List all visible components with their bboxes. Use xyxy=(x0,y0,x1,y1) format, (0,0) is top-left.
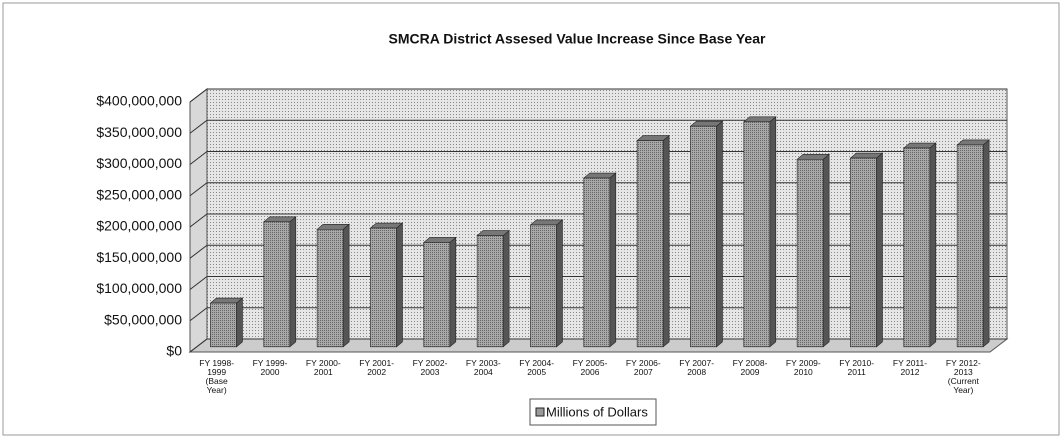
bar xyxy=(263,221,291,348)
bar xyxy=(636,140,664,348)
bar-top xyxy=(529,219,564,226)
grid-line xyxy=(189,276,1007,290)
x-tick-label: FY 2004-2005 xyxy=(519,358,554,377)
bar xyxy=(956,144,984,348)
bar xyxy=(850,157,877,348)
bar xyxy=(476,235,504,348)
bar-top xyxy=(956,139,990,146)
x-tick-label: FY 2000-2001 xyxy=(306,358,341,377)
bar-side xyxy=(609,172,617,348)
y-tick-label: $300,000,000 xyxy=(96,155,182,171)
bar-side xyxy=(396,222,403,348)
x-tick-label: FY 2003-2004 xyxy=(466,358,501,377)
bar-top xyxy=(636,135,670,141)
grid-line xyxy=(189,213,1007,228)
x-tick-label: FY 2001-2002 xyxy=(359,358,394,377)
x-tick-label: FY 2007-2008 xyxy=(679,358,714,377)
x-tick-label: FY 1999-2000 xyxy=(253,358,288,377)
bar-side xyxy=(716,120,723,348)
bar xyxy=(903,147,931,348)
legend-swatch xyxy=(535,407,545,417)
bar xyxy=(583,177,611,348)
bar-top xyxy=(582,172,617,179)
bar-side xyxy=(342,223,350,348)
grid-line xyxy=(189,307,1007,322)
grid-line xyxy=(189,88,1007,103)
bar-side xyxy=(822,153,830,348)
bar-top xyxy=(689,120,724,127)
legend-label: Millions of Dollars xyxy=(546,404,648,419)
bar-side xyxy=(502,229,510,348)
bar xyxy=(530,224,557,348)
bar xyxy=(423,242,451,348)
x-tick-label: FY 2009-2010 xyxy=(786,358,821,377)
legend: Millions of Dollars xyxy=(529,398,657,426)
bar-side xyxy=(982,139,990,348)
x-tick-label: FY 2012-2013 (Current Year) xyxy=(946,358,981,395)
grid-line xyxy=(189,119,1007,134)
x-tick-label: FY 2011-2012 xyxy=(893,358,927,377)
bar-side xyxy=(556,219,563,348)
bar-top xyxy=(209,297,244,304)
bar-side xyxy=(236,297,243,348)
bar-top xyxy=(902,142,937,149)
bar-top xyxy=(476,230,510,236)
bar xyxy=(796,159,824,348)
bar xyxy=(210,302,237,348)
legend-box xyxy=(529,398,657,426)
y-tick-label: $400,000,000 xyxy=(96,93,182,109)
x-tick-label: FY 2010-2011 xyxy=(839,358,874,377)
y-tick-label: $50,000,000 xyxy=(104,311,182,327)
y-tick-label: $0 xyxy=(166,343,182,359)
grid-line xyxy=(189,182,1007,197)
y-tick-label: $100,000,000 xyxy=(96,280,182,296)
bar-side xyxy=(449,236,457,348)
bar-side xyxy=(876,152,883,348)
bar-side xyxy=(769,116,777,348)
x-tick-label: FY 2008-2009 xyxy=(733,358,768,377)
bar-top xyxy=(262,216,297,223)
y-tick-label: $150,000,000 xyxy=(96,249,182,265)
bar-top xyxy=(796,154,830,160)
bar xyxy=(743,121,771,348)
bar-side xyxy=(929,142,937,348)
bar-side xyxy=(662,134,670,348)
bar-top xyxy=(849,152,884,159)
grid-line xyxy=(189,151,1007,165)
x-tick-label: FY 2006-2007 xyxy=(626,358,661,377)
bar-side xyxy=(289,216,297,348)
bar xyxy=(370,227,397,348)
y-tick-label: $200,000,000 xyxy=(96,218,182,234)
bar-top xyxy=(742,116,777,123)
chart-title: SMCRA District Assesed Value Increase Si… xyxy=(389,31,766,47)
y-tick-label: $350,000,000 xyxy=(96,124,182,140)
bar-top xyxy=(422,237,457,243)
grid-line xyxy=(189,244,1007,259)
bar-top xyxy=(316,224,350,230)
bar xyxy=(690,125,717,348)
bar-top xyxy=(369,222,404,229)
bar xyxy=(316,229,344,348)
x-tick-label: FY 2005-2006 xyxy=(573,358,608,377)
grid-line xyxy=(189,338,1007,353)
x-tick-label: FY 1998-1999 (Base Year) xyxy=(199,358,234,395)
x-tick-label: FY 2002-2003 xyxy=(413,358,448,377)
y-tick-label: $250,000,000 xyxy=(96,186,182,202)
